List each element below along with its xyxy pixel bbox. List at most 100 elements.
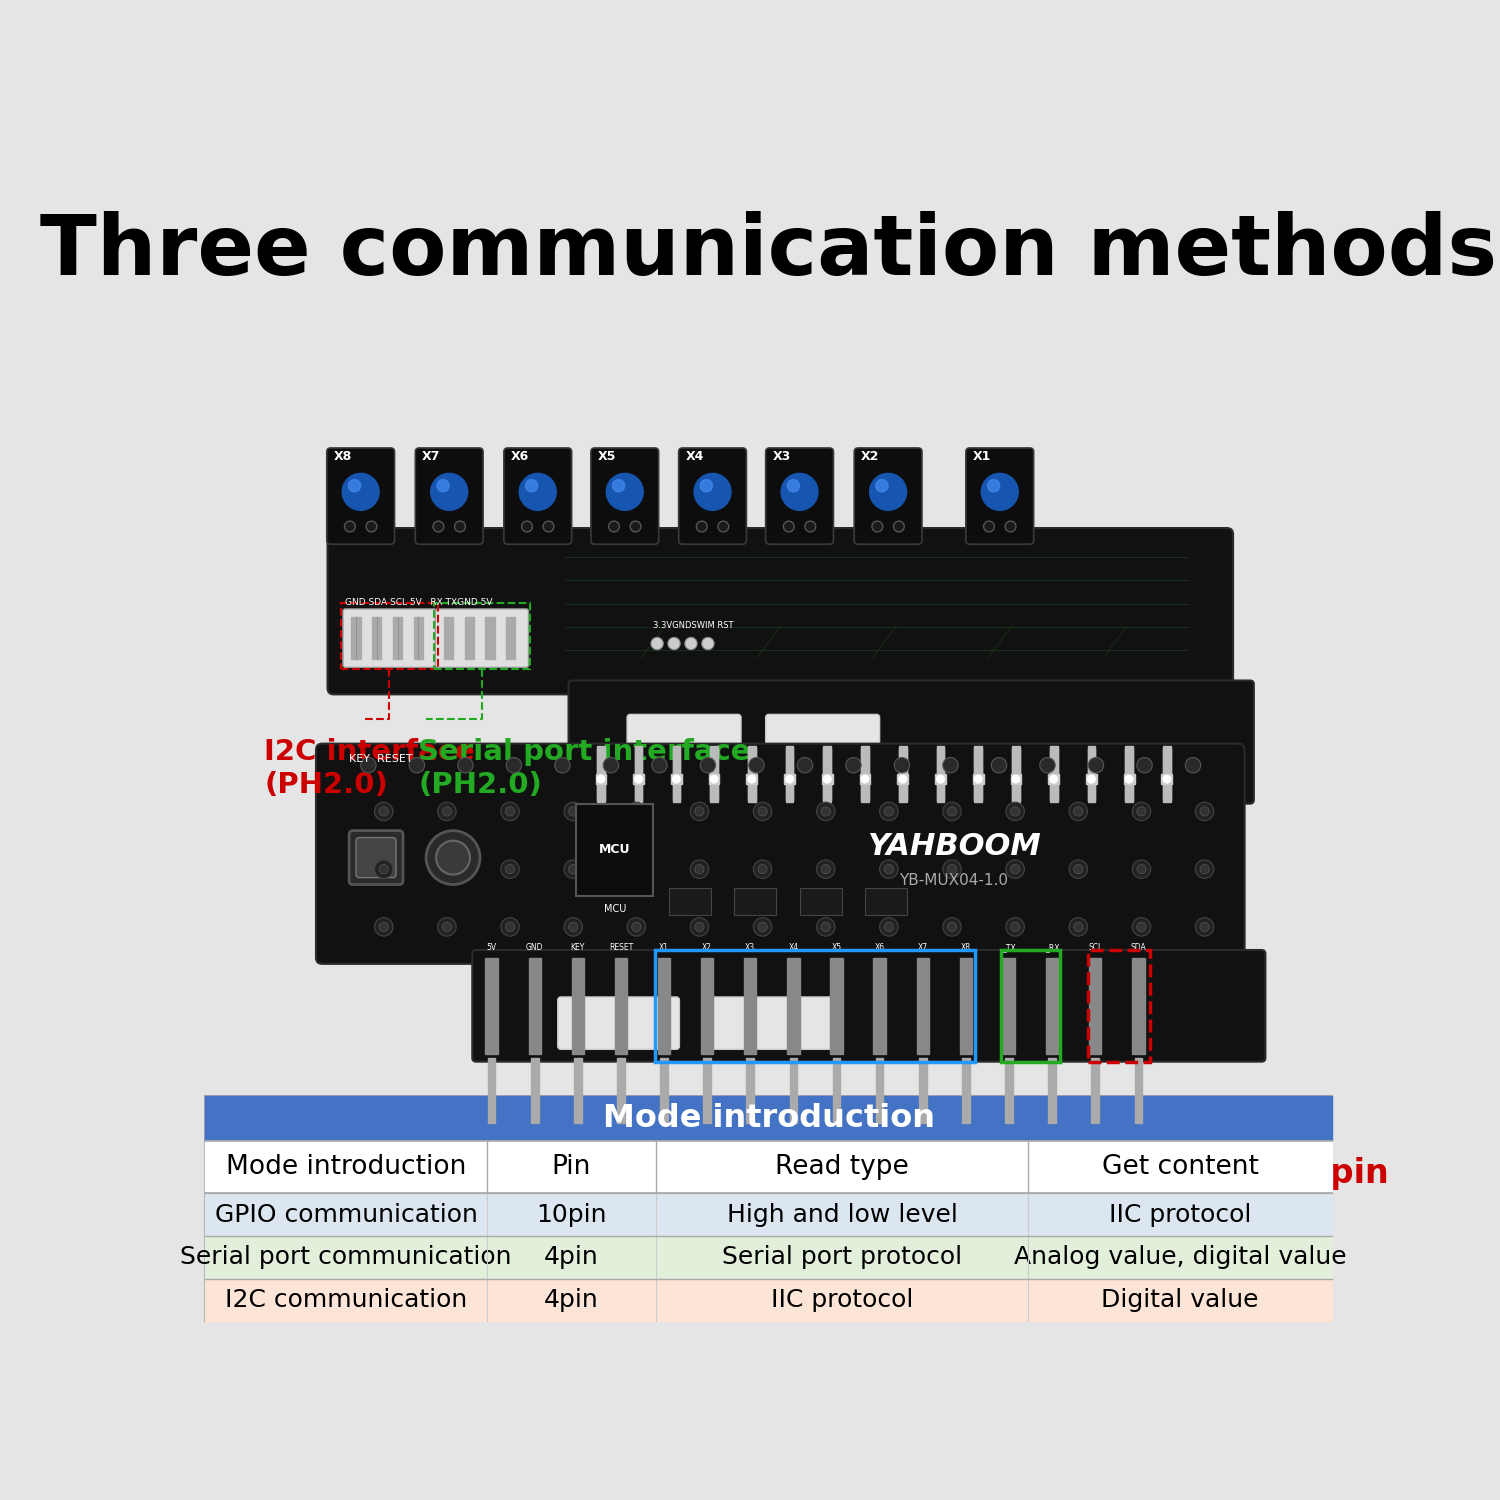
FancyBboxPatch shape <box>627 714 741 760</box>
Circle shape <box>1132 918 1150 936</box>
Bar <box>1046 957 1059 1054</box>
Bar <box>865 888 907 915</box>
Bar <box>861 748 868 802</box>
Bar <box>465 618 474 658</box>
Text: X1: X1 <box>658 944 669 952</box>
Text: IIC protocol: IIC protocol <box>1108 1203 1251 1227</box>
Bar <box>660 1058 668 1124</box>
Text: GPIO communication: GPIO communication <box>214 1203 477 1227</box>
Text: GND: GND <box>526 944 543 952</box>
Circle shape <box>568 864 578 874</box>
Bar <box>669 888 711 915</box>
Text: Mode introduction: Mode introduction <box>226 1154 466 1180</box>
Circle shape <box>651 758 668 772</box>
FancyBboxPatch shape <box>712 998 834 1050</box>
Circle shape <box>944 859 962 879</box>
Circle shape <box>380 864 388 874</box>
Circle shape <box>710 776 718 783</box>
Text: 10pin: 10pin <box>536 1203 606 1227</box>
Circle shape <box>1196 802 1214 820</box>
Bar <box>936 748 945 802</box>
Circle shape <box>824 776 831 783</box>
FancyBboxPatch shape <box>765 448 834 544</box>
Bar <box>433 603 530 669</box>
Circle shape <box>632 864 640 874</box>
Circle shape <box>944 918 962 936</box>
Circle shape <box>436 480 448 492</box>
Circle shape <box>879 859 898 879</box>
Circle shape <box>436 840 470 874</box>
Circle shape <box>690 918 708 936</box>
Text: Power supply pin: Power supply pin <box>284 1156 608 1190</box>
Circle shape <box>753 859 772 879</box>
Bar <box>1088 746 1095 800</box>
Bar <box>1013 748 1020 802</box>
Circle shape <box>1074 922 1083 932</box>
Bar <box>342 603 438 669</box>
FancyBboxPatch shape <box>350 831 404 885</box>
Circle shape <box>568 922 578 932</box>
Circle shape <box>870 474 906 510</box>
Circle shape <box>1011 922 1020 932</box>
Bar <box>1132 957 1144 1054</box>
Bar <box>822 774 833 784</box>
Circle shape <box>433 520 444 532</box>
Circle shape <box>606 474 644 510</box>
Bar <box>1088 950 1150 1062</box>
Circle shape <box>753 802 772 820</box>
Circle shape <box>375 918 393 936</box>
Bar <box>633 774 644 784</box>
Circle shape <box>1196 918 1214 936</box>
Bar <box>897 774 908 784</box>
Bar <box>784 774 795 784</box>
Circle shape <box>1007 918 1025 936</box>
Circle shape <box>992 758 1006 772</box>
Bar <box>1125 746 1132 800</box>
Bar <box>393 618 402 658</box>
Text: X5: X5 <box>831 944 842 952</box>
Text: RESET: RESET <box>609 944 633 952</box>
Text: I2C pin: I2C pin <box>1257 1156 1389 1190</box>
Circle shape <box>702 638 714 650</box>
Text: X7: X7 <box>423 450 441 462</box>
Circle shape <box>783 520 794 532</box>
Text: 4pin: 4pin <box>544 1288 598 1312</box>
Circle shape <box>366 520 376 532</box>
Circle shape <box>1070 859 1088 879</box>
FancyBboxPatch shape <box>472 950 1266 1062</box>
Text: IIC protocol: IIC protocol <box>771 1288 914 1312</box>
Bar <box>898 748 906 802</box>
Text: High and low level: High and low level <box>726 1203 957 1227</box>
Circle shape <box>690 802 708 820</box>
Text: Three communication methods: Three communication methods <box>40 211 1497 292</box>
Circle shape <box>522 520 532 532</box>
FancyBboxPatch shape <box>504 448 572 544</box>
Bar <box>1011 774 1022 784</box>
Circle shape <box>1007 802 1025 820</box>
Text: X8: X8 <box>333 450 352 462</box>
Text: X3: X3 <box>772 450 790 462</box>
Circle shape <box>442 922 452 932</box>
Text: Read type: Read type <box>776 1154 909 1180</box>
Circle shape <box>948 922 957 932</box>
Bar <box>634 748 642 802</box>
Text: Mode introduction: Mode introduction <box>603 1102 934 1134</box>
Bar <box>788 957 800 1054</box>
Bar <box>596 774 606 784</box>
Circle shape <box>700 480 712 492</box>
Circle shape <box>944 802 962 820</box>
Circle shape <box>627 859 645 879</box>
Circle shape <box>1196 859 1214 879</box>
Circle shape <box>1200 807 1209 816</box>
Circle shape <box>748 758 764 772</box>
Circle shape <box>690 859 708 879</box>
Text: Serial port protocol: Serial port protocol <box>722 1245 962 1269</box>
Circle shape <box>380 807 388 816</box>
Circle shape <box>948 864 957 874</box>
Circle shape <box>442 807 452 816</box>
Bar <box>800 888 842 915</box>
Circle shape <box>375 859 393 879</box>
Circle shape <box>694 922 703 932</box>
Bar <box>748 748 756 802</box>
Circle shape <box>816 802 836 820</box>
